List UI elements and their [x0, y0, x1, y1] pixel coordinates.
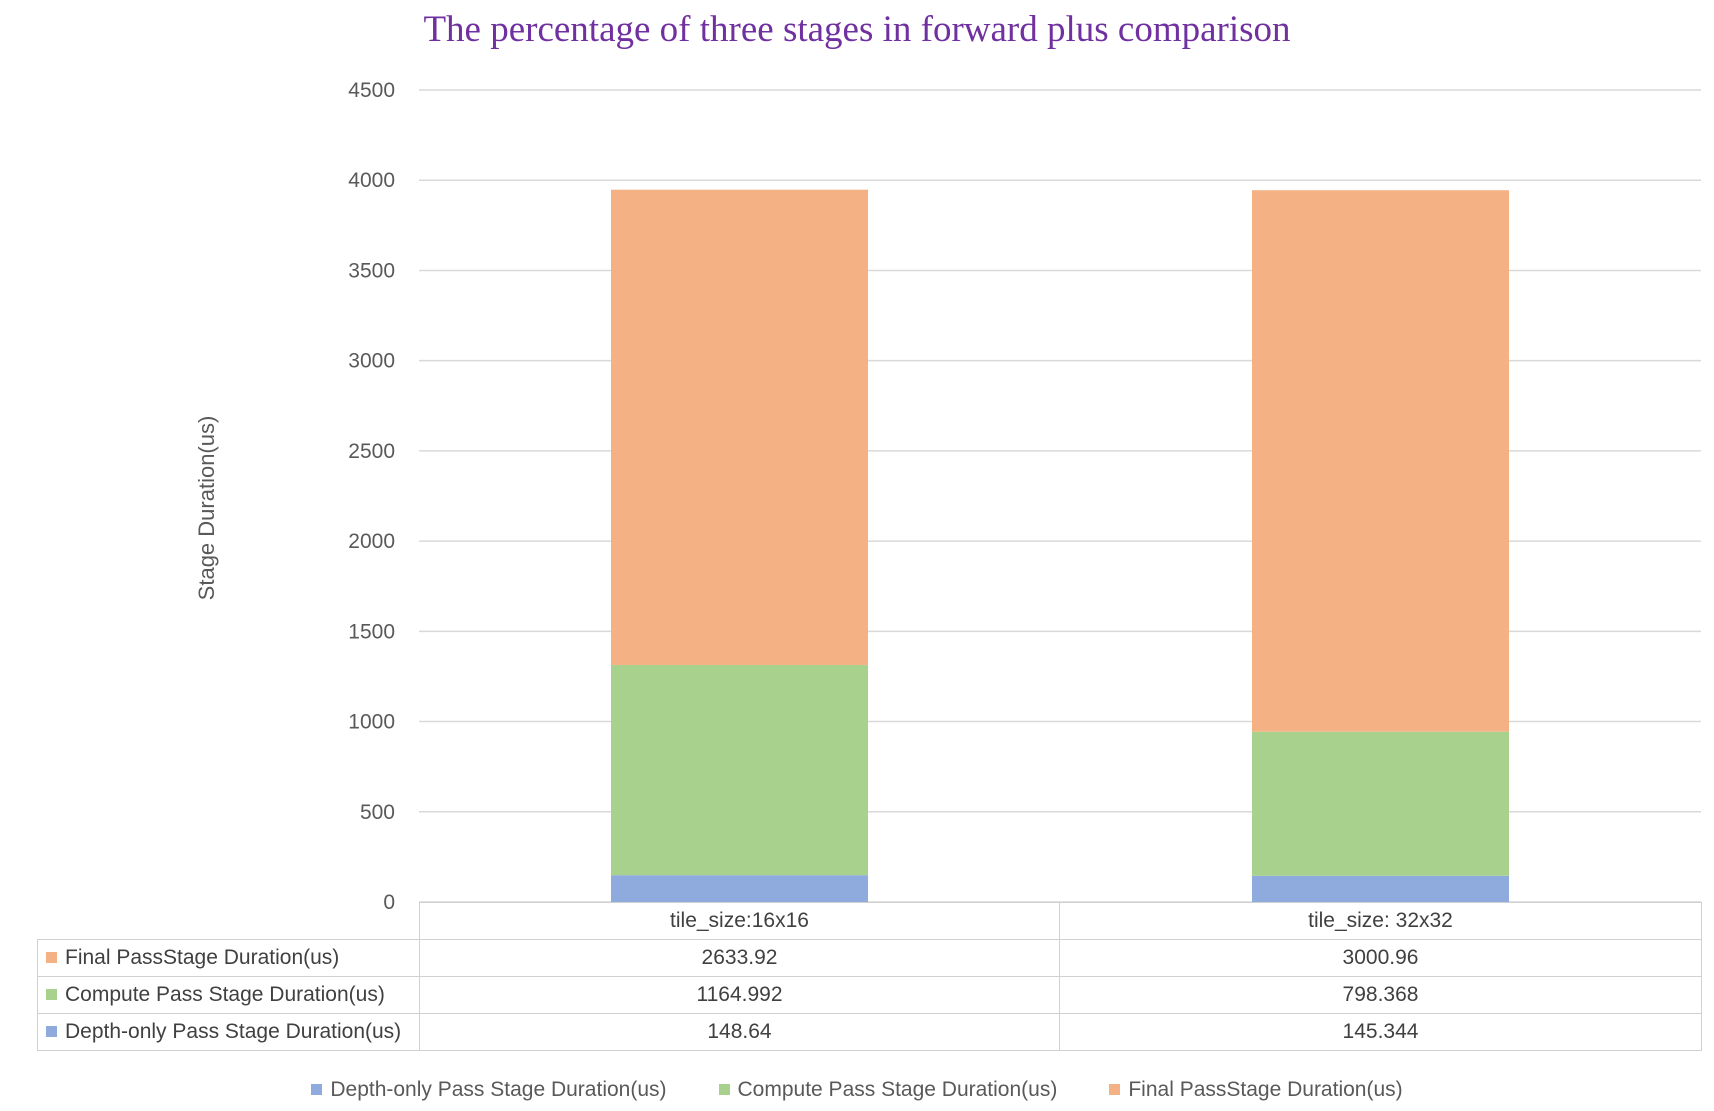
table-row: Depth-only Pass Stage Duration(us) 148.64…: [37, 1013, 1702, 1051]
legend-label: Depth-only Pass Stage Duration(us): [330, 1078, 667, 1101]
table-row-header: Depth-only Pass Stage Duration(us): [37, 1013, 420, 1051]
data-value-cell: 2633.92: [419, 939, 1060, 977]
table-row: Compute Pass Stage Duration(us) 1164.992 7…: [37, 976, 1702, 1014]
legend-swatch: [1109, 1084, 1121, 1095]
y-axis-label: Stage Duration(us): [194, 415, 219, 601]
data-value-cell: 1164.992: [419, 976, 1060, 1014]
series-swatch: [46, 989, 57, 1000]
bar-segment-1-category-2: [1252, 875, 1509, 902]
series-name: Final PassStage Duration(us): [65, 946, 340, 969]
data-value-cell: 798.368: [1059, 976, 1702, 1014]
legend-label: Final PassStage Duration(us): [1128, 1078, 1403, 1101]
table-row-header: Final PassStage Duration(us): [37, 939, 420, 977]
legend-item: Compute Pass Stage Duration(us): [718, 1078, 1058, 1102]
y-tick-label: 1500: [348, 620, 395, 643]
chart-title: The percentage of three stages in forwar…: [423, 9, 1291, 50]
x-category-label: tile_size: 32x32: [1059, 902, 1702, 940]
data-value-cell: 3000.96: [1059, 939, 1702, 977]
table-corner: [37, 902, 420, 940]
y-tick-label: 2500: [348, 440, 395, 463]
y-tick-label: 2000: [348, 530, 395, 553]
series-name: Compute Pass Stage Duration(us): [65, 983, 385, 1006]
bar-stacks: [611, 189, 1509, 902]
bar-segment-2-category-1: [611, 664, 868, 876]
x-category-label: tile_size:16x16: [419, 902, 1060, 940]
legend: Depth-only Pass Stage Duration(us) Comput…: [0, 1078, 1714, 1102]
series-swatch: [46, 952, 57, 963]
legend-swatch: [718, 1084, 730, 1095]
legend-swatch: [311, 1084, 323, 1095]
y-tick-label: 4000: [348, 169, 395, 192]
table-row: Final PassStage Duration(us) 2633.92 3000.…: [37, 939, 1702, 977]
data-value-cell: 148.64: [419, 1013, 1060, 1051]
bar-segment-3-category-1: [611, 189, 868, 665]
bar-segment-2-category-2: [1252, 731, 1509, 876]
y-tick-label: 3000: [348, 350, 395, 373]
y-tick-label: 1000: [348, 711, 395, 734]
table-row-header: Compute Pass Stage Duration(us): [37, 976, 420, 1014]
bar-segment-1-category-1: [611, 875, 868, 902]
y-tick-label: 500: [360, 801, 395, 824]
y-tick-label: 4500: [348, 79, 395, 102]
legend-label: Compute Pass Stage Duration(us): [737, 1078, 1058, 1101]
series-swatch: [46, 1026, 57, 1037]
bar-segment-3-category-2: [1252, 190, 1509, 732]
y-tick-label: 3500: [348, 259, 395, 282]
series-name: Depth-only Pass Stage Duration(us): [65, 1020, 402, 1043]
data-value-cell: 145.344: [1059, 1013, 1702, 1051]
legend-item: Depth-only Pass Stage Duration(us): [311, 1078, 667, 1102]
table-header-row: tile_size:16x16 tile_size: 32x32: [37, 902, 1702, 940]
data-table: tile_size:16x16 tile_size: 32x32 Final Pas…: [37, 902, 1702, 1051]
legend-item: Final PassStage Duration(us): [1109, 1078, 1403, 1102]
